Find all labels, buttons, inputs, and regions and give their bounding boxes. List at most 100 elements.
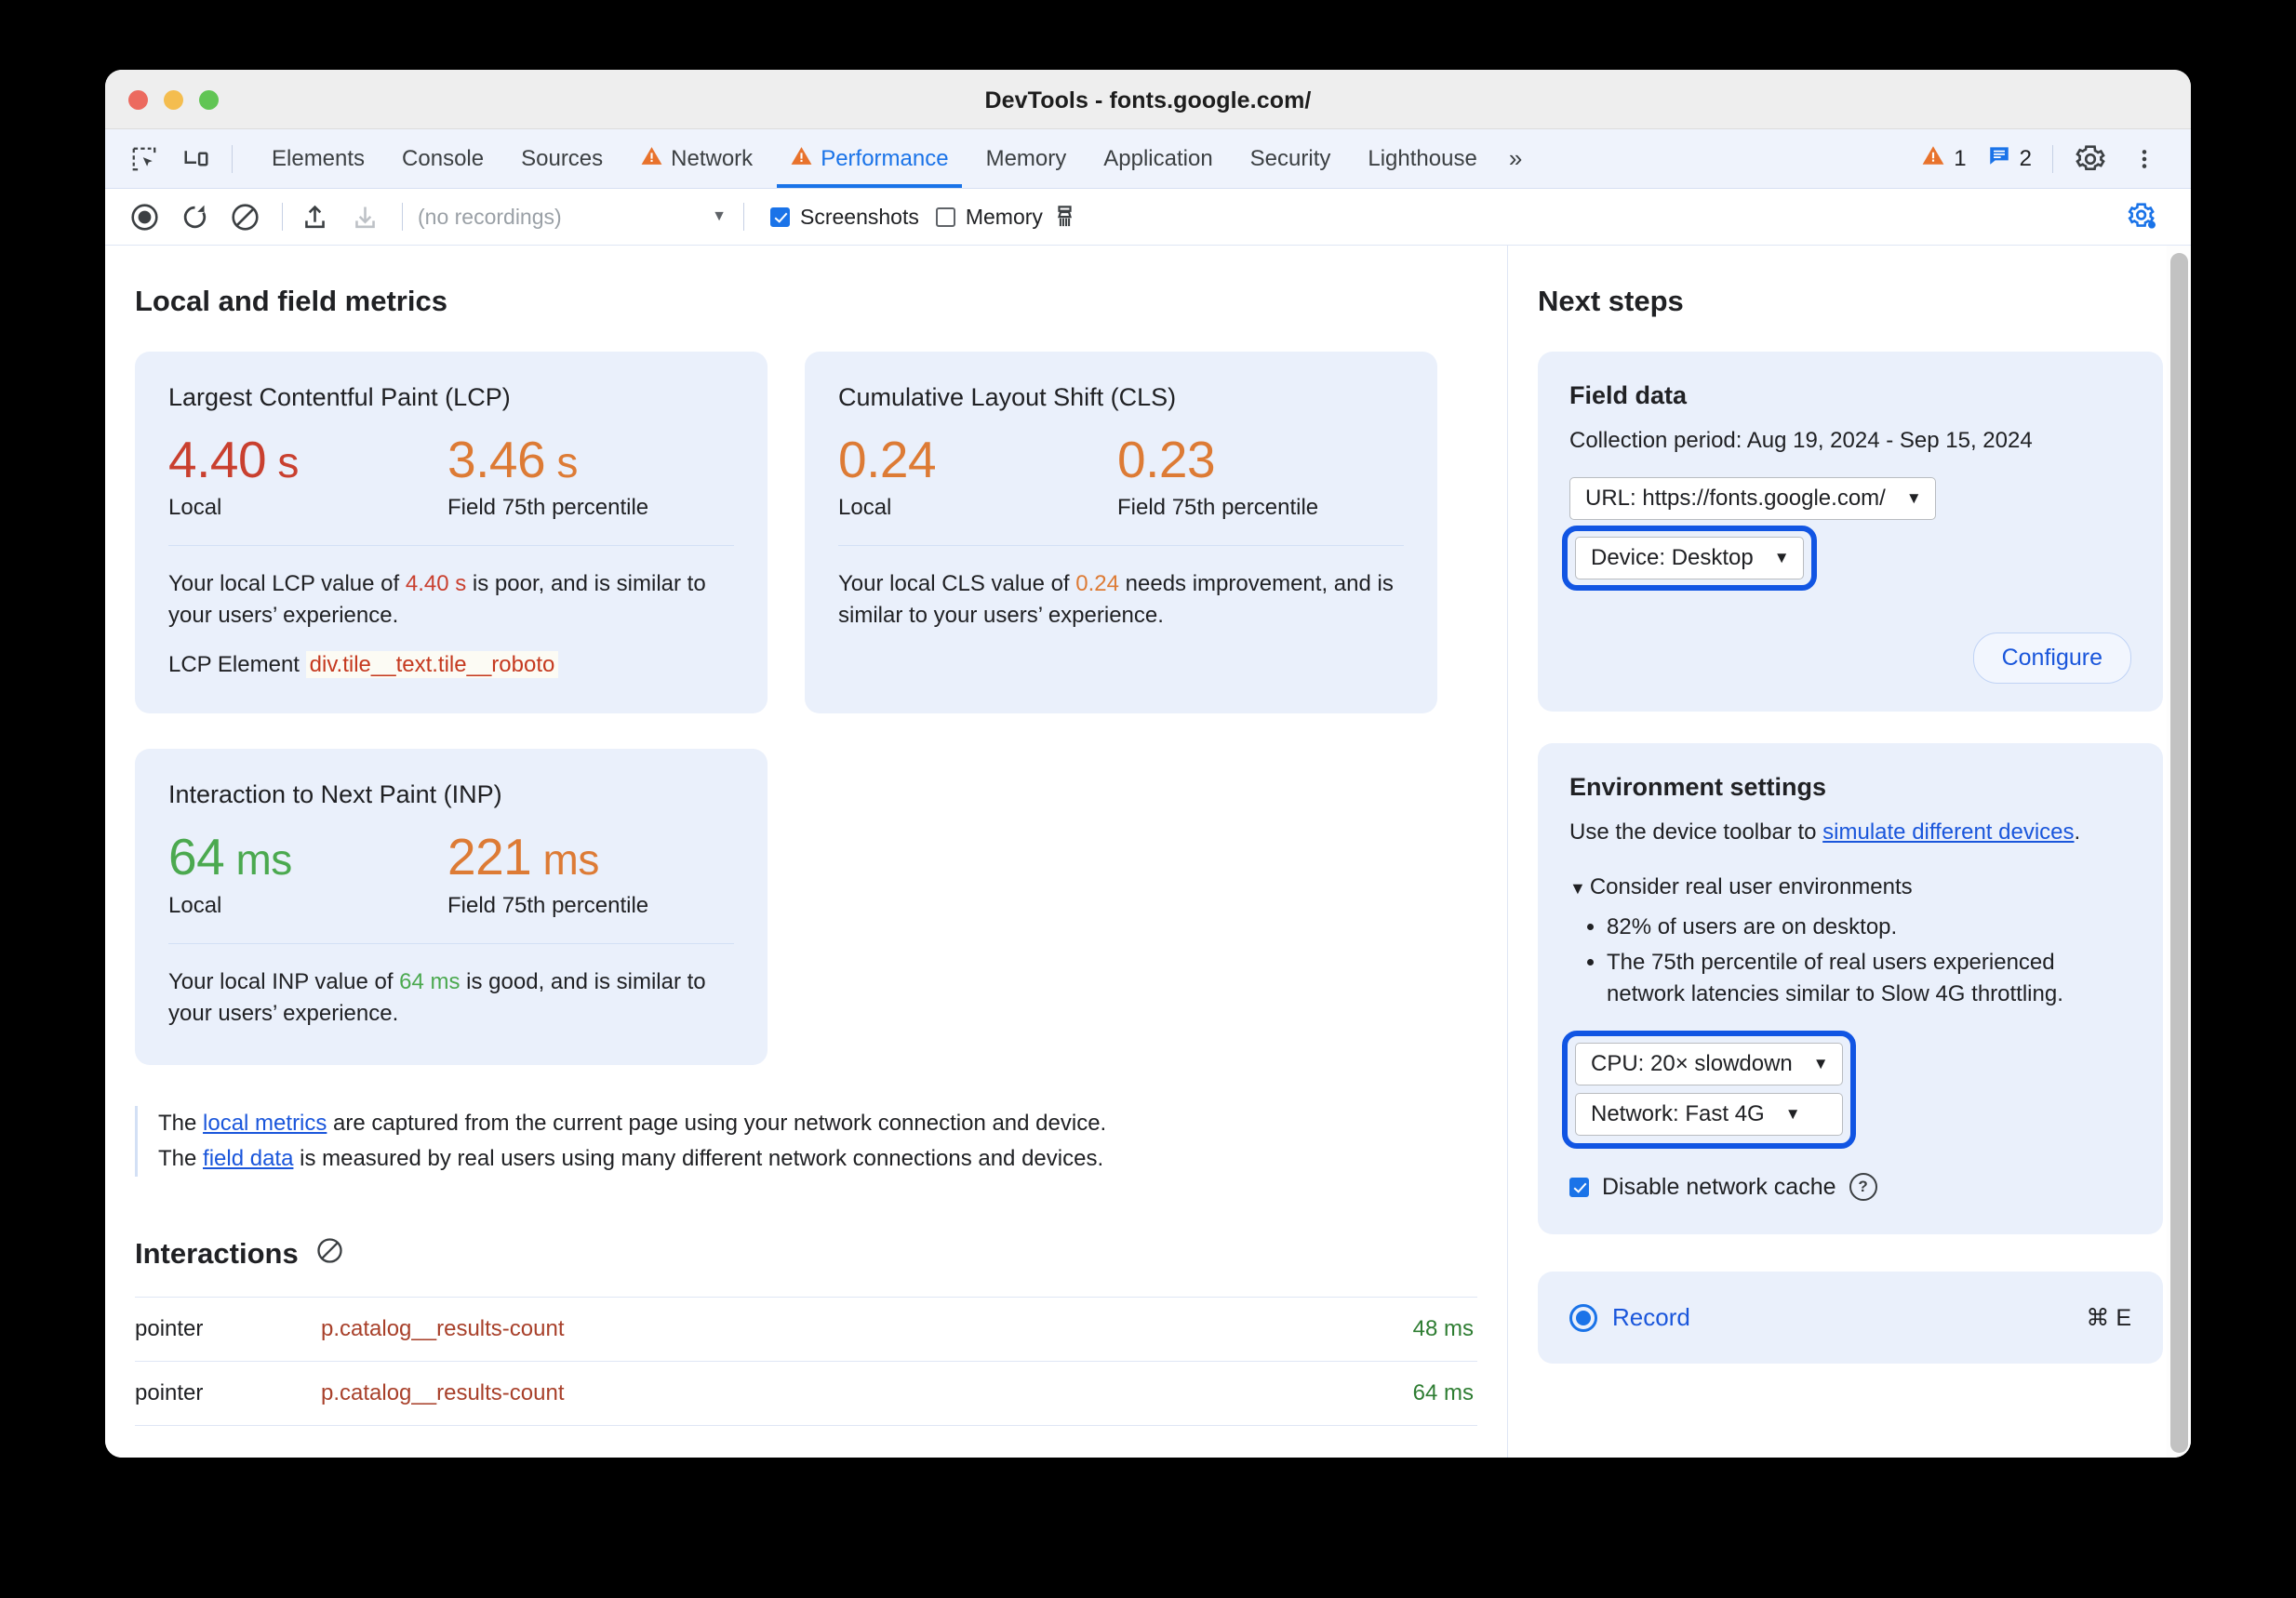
recordings-dropdown[interactable]: (no recordings) ▼ (418, 205, 734, 230)
recordings-value: (no recordings) (418, 204, 562, 229)
question-mark-icon[interactable]: ? (1849, 1173, 1877, 1202)
more-tabs-chevron-icon[interactable]: » (1508, 144, 1523, 172)
tab-elements[interactable]: Elements (253, 129, 383, 188)
intro-suffix: . (2074, 819, 2081, 846)
metric-field-label: Field 75th percentile (447, 892, 649, 918)
interaction-duration: 64 ms (1412, 1379, 1474, 1405)
maximize-window-button[interactable] (199, 90, 219, 110)
desc-suffix: needs improvement, and is similar to you… (838, 571, 1394, 629)
tab-console[interactable]: Console (383, 129, 502, 188)
metric-description: Your local CLS value of 0.24 needs impro… (838, 568, 1404, 632)
value-unit: s (266, 438, 299, 486)
metric-card-cls: Cumulative Layout Shift (CLS) 0.24 Local… (805, 352, 1437, 714)
reload-record-icon[interactable] (172, 195, 217, 238)
clear-icon[interactable] (222, 195, 267, 238)
network-throttling-select[interactable]: Network: Fast 4G ▼ (1575, 1093, 1843, 1137)
minimize-window-button[interactable] (164, 90, 183, 110)
value-number: 0.24 (838, 431, 937, 488)
tab-label: Application (1103, 145, 1213, 171)
screenshots-checkbox[interactable]: Screenshots (770, 205, 919, 230)
environment-settings-panel: Environment settings Use the device tool… (1538, 743, 2163, 1235)
metric-card-lcp: Largest Contentful Paint (LCP) 4.40 s Lo… (135, 352, 768, 714)
metric-values: 4.40 s Local 3.46 s Field 75th percentil… (168, 431, 734, 521)
interaction-selector[interactable]: p.catalog__results-count (321, 1379, 565, 1405)
chevron-down-icon: ▼ (712, 208, 727, 224)
lcp-element-selector[interactable]: div.tile__text.tile__roboto (305, 651, 559, 679)
metric-field-value: 0.23 (1117, 431, 1318, 489)
record-panel[interactable]: Record ⌘ E (1538, 1272, 2163, 1365)
record-icon (1569, 1303, 1597, 1332)
field-data-link[interactable]: field data (203, 1145, 294, 1171)
environment-intro: Use the device toolbar to simulate diffe… (1569, 817, 2131, 848)
vertical-scrollbar[interactable] (2167, 246, 2191, 1458)
tab-network[interactable]: Network (621, 129, 771, 188)
desc-value: 64 ms (399, 968, 461, 994)
table-row[interactable]: pointer p.catalog__results-count 64 ms (135, 1360, 1477, 1426)
toolbar-divider-3 (743, 203, 744, 231)
disable-network-cache-checkbox[interactable]: Disable network cache ? (1569, 1173, 2131, 1202)
message-count[interactable]: 2 (1978, 143, 2041, 174)
tab-sources[interactable]: Sources (502, 129, 621, 188)
tab-security[interactable]: Security (1232, 129, 1350, 188)
tab-memory[interactable]: Memory (968, 129, 1086, 188)
download-profile-icon (342, 195, 387, 238)
page-title: Local and field metrics (135, 285, 447, 317)
metric-local-label: Local (168, 892, 222, 918)
value-number: 64 (168, 828, 225, 886)
metric-title: Cumulative Layout Shift (CLS) (838, 383, 1177, 411)
memory-label: Memory (965, 204, 1043, 229)
record-icon[interactable] (122, 195, 167, 238)
consider-real-user-environments-toggle[interactable]: ▼ Consider real user environments (1569, 874, 2131, 900)
tab-label: Lighthouse (1368, 145, 1477, 171)
card-divider (168, 545, 734, 547)
note-prefix: The (158, 1110, 204, 1136)
clear-interactions-icon[interactable] (315, 1236, 344, 1272)
tab-label: Security (1249, 145, 1331, 171)
interactions-table: pointer p.catalog__results-count 48 ms p… (135, 1296, 1477, 1426)
tab-application[interactable]: Application (1085, 129, 1231, 188)
environment-bullet-list: 82% of users are on desktop. The 75th pe… (1569, 912, 2131, 1010)
tab-list: Elements Console Sources Network Perform… (253, 129, 1532, 188)
table-row[interactable]: pointer p.catalog__results-count 48 ms (135, 1296, 1477, 1361)
interaction-selector[interactable]: p.catalog__results-count (321, 1315, 565, 1341)
interactions-heading: Interactions (135, 1236, 1507, 1272)
window-controls (128, 90, 219, 110)
capture-settings-gear-icon[interactable] (2120, 195, 2165, 238)
local-metrics-link[interactable]: local metrics (203, 1110, 327, 1136)
simulate-devices-link[interactable]: simulate different devices (1822, 819, 2075, 846)
value-number: 4.40 (168, 431, 267, 488)
upload-profile-icon[interactable] (292, 195, 337, 238)
cpu-throttling-select[interactable]: CPU: 20× slowdown ▼ (1575, 1043, 1843, 1086)
performance-insights-content: Local and field metrics Largest Contentf… (105, 246, 2191, 1458)
desc-prefix: Your local INP value of (168, 968, 400, 994)
device-select-value: Device: Desktop (1591, 545, 1754, 571)
device-toolbar-icon[interactable] (175, 139, 218, 180)
tab-lighthouse[interactable]: Lighthouse (1349, 129, 1495, 188)
warning-count[interactable]: 1 (1912, 143, 1975, 174)
url-select[interactable]: URL: https://fonts.google.com/ ▼ (1569, 477, 1936, 521)
metric-title: Largest Contentful Paint (LCP) (168, 383, 511, 411)
gear-icon[interactable] (2069, 139, 2112, 180)
scrollbar-thumb[interactable] (2170, 253, 2188, 1453)
card-divider (168, 942, 734, 944)
tab-label: Sources (521, 145, 604, 171)
note-line-1: The local metrics are captured from the … (158, 1106, 1461, 1141)
memory-checkbox[interactable]: Memory (935, 204, 1043, 230)
configure-button[interactable]: Configure (1972, 633, 2131, 685)
next-steps-pane: Next steps Field data Collection period:… (1508, 246, 2191, 1458)
tab-performance[interactable]: Performance (771, 129, 967, 188)
device-select[interactable]: Device: Desktop ▼ (1575, 537, 1804, 580)
kebab-menu-icon[interactable] (2123, 139, 2166, 180)
pane-divider[interactable] (1507, 246, 1508, 1458)
inspect-element-icon[interactable] (123, 139, 166, 180)
value-unit: ms (224, 835, 292, 885)
close-window-button[interactable] (128, 90, 148, 110)
brush-icon[interactable] (1043, 195, 1088, 238)
chevron-down-icon: ▼ (1773, 549, 1790, 567)
warning-count-label: 1 (1954, 145, 1967, 171)
checkbox-box (770, 206, 790, 227)
metric-title: Interaction to Next Paint (INP) (168, 780, 502, 809)
devtools-tabstrip: Elements Console Sources Network Perform… (105, 129, 2191, 189)
actions-divider (2052, 144, 2053, 173)
metric-values: 0.24 Local 0.23 Field 75th percentile (838, 431, 1404, 521)
